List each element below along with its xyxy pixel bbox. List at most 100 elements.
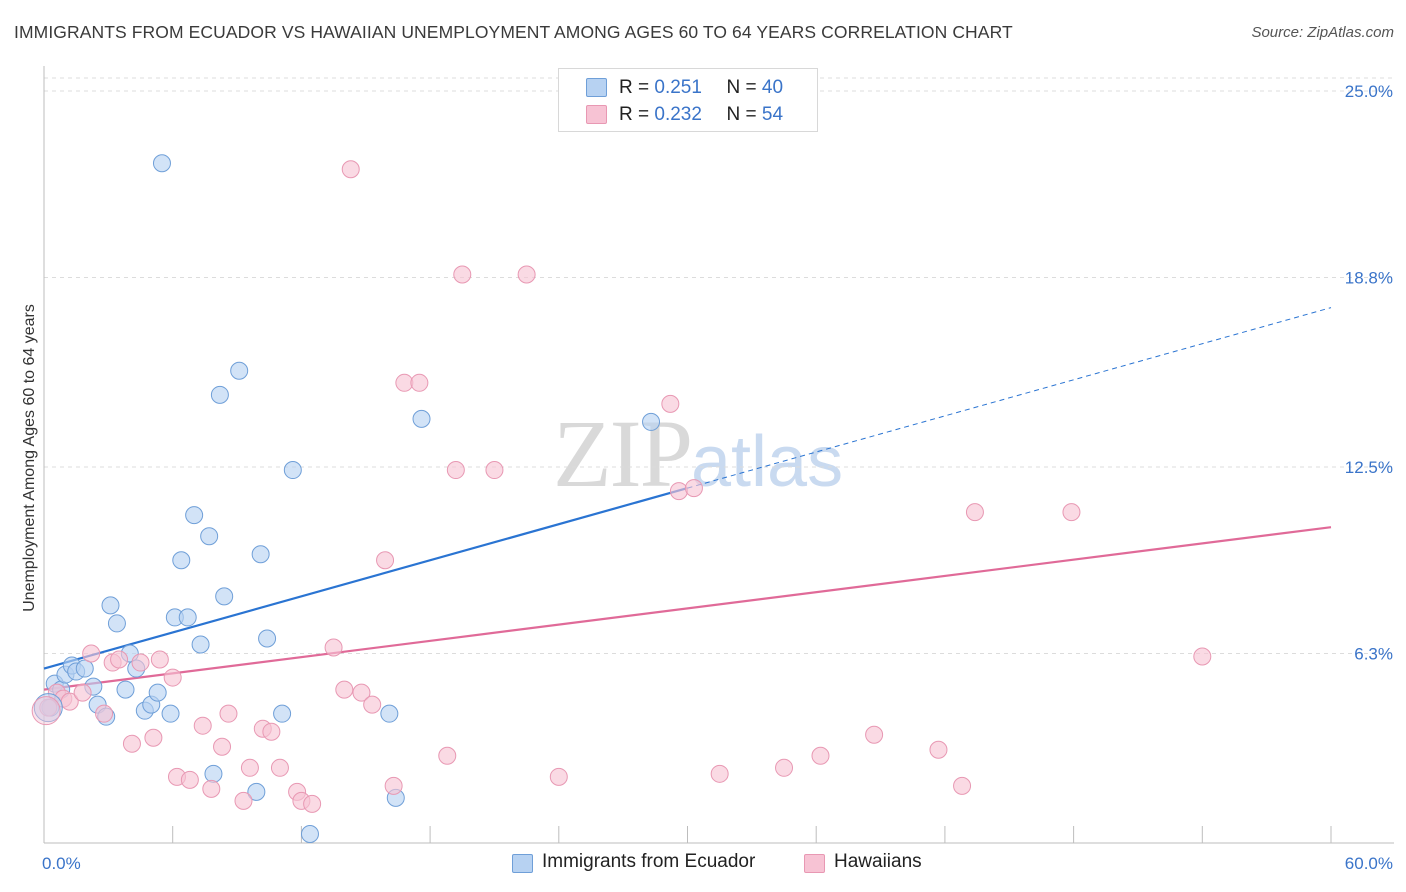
point-hawaiians	[144, 728, 163, 747]
point-ecuador	[258, 629, 277, 648]
point-hawaiians	[1193, 647, 1212, 666]
point-ecuador	[178, 608, 197, 627]
point-ecuador	[283, 461, 302, 480]
legend-n-label: N =	[726, 104, 757, 125]
legend-swatch-blue	[586, 78, 607, 97]
series-swatch-blue	[512, 854, 533, 873]
point-ecuador	[215, 587, 234, 606]
point-hawaiians	[363, 695, 382, 714]
watermark-zip: ZIP	[553, 400, 693, 507]
point-ecuador	[300, 824, 319, 843]
axes	[43, 66, 1394, 844]
legend-n-value-pink: 54	[761, 104, 784, 125]
point-hawaiians	[324, 638, 343, 657]
point-hawaiians	[710, 764, 729, 783]
point-ecuador	[148, 683, 167, 702]
correlation-legend: R = 0.251 N = 40 R = 0.232 N = 54	[558, 68, 818, 132]
point-ecuador	[642, 412, 661, 431]
point-hawaiians	[929, 740, 948, 759]
series-legend-label-blue: Immigrants from Ecuador	[542, 851, 756, 872]
legend-r-value-blue: 0.251	[654, 77, 702, 98]
legend-n-label: N =	[726, 77, 757, 98]
point-ecuador	[107, 614, 126, 633]
point-ecuador	[172, 551, 191, 570]
legend-n-value-blue: 40	[761, 77, 784, 98]
y-tick-label: 18.8%	[1345, 269, 1393, 288]
point-hawaiians	[219, 704, 238, 723]
point-hawaiians	[234, 791, 253, 810]
point-hawaiians	[517, 265, 536, 284]
point-hawaiians	[775, 758, 794, 777]
point-hawaiians	[953, 776, 972, 795]
x-tick-label: 0.0%	[42, 854, 81, 873]
point-hawaiians	[82, 644, 101, 663]
point-hawaiians	[485, 461, 504, 480]
point-hawaiians	[95, 704, 114, 723]
point-ecuador	[185, 506, 204, 525]
point-hawaiians	[240, 758, 259, 777]
point-hawaiians	[352, 683, 371, 702]
watermark: ZIPatlas	[553, 398, 843, 509]
point-hawaiians	[811, 746, 830, 765]
point-hawaiians	[661, 394, 680, 413]
series-legend-label-pink: Hawaiians	[834, 851, 922, 872]
point-hawaiians	[669, 482, 688, 501]
series-legend: Immigrants from Ecuador Hawaiians	[0, 851, 1406, 877]
point-hawaiians	[150, 650, 169, 669]
trend-line-ecuador	[43, 487, 688, 670]
tick-labels: 6.3% 12.5% 18.8% 25.0% 0.0% 60.0%	[42, 82, 1393, 873]
point-ecuador	[101, 596, 120, 615]
point-hawaiians	[341, 160, 360, 179]
point-ecuador	[273, 704, 292, 723]
point-ecuador	[251, 545, 270, 564]
trend-line-ecuador-extension	[687, 307, 1332, 489]
point-hawaiians	[335, 680, 354, 699]
legend-r-label: R =	[619, 77, 650, 98]
point-hawaiians	[180, 770, 199, 789]
trend-line-hawaiians	[43, 526, 1332, 691]
point-hawaiians	[684, 479, 703, 498]
y-tick-label: 12.5%	[1345, 458, 1393, 477]
point-ecuador	[380, 704, 399, 723]
point-ecuador	[75, 659, 94, 678]
point-hawaiians-cluster	[31, 696, 61, 726]
point-hawaiians	[446, 461, 465, 480]
point-hawaiians	[122, 734, 141, 753]
data-points	[31, 97, 1212, 843]
point-hawaiians	[73, 683, 92, 702]
point-hawaiians	[163, 668, 182, 687]
point-hawaiians	[438, 746, 457, 765]
point-ecuador	[247, 782, 266, 801]
legend-swatch-pink	[586, 105, 607, 124]
point-ecuador	[152, 154, 171, 173]
point-hawaiians	[131, 653, 150, 672]
point-ecuador	[412, 409, 431, 428]
y-tick-label: 6.3%	[1354, 645, 1393, 664]
point-hawaiians	[1062, 503, 1081, 522]
series-swatch-pink	[804, 854, 825, 873]
point-hawaiians	[270, 758, 289, 777]
x-tick-label: 60.0%	[1345, 854, 1393, 873]
point-hawaiians	[965, 503, 984, 522]
point-hawaiians	[395, 373, 414, 392]
legend-r-label: R =	[619, 104, 650, 125]
point-ecuador	[116, 680, 135, 699]
point-ecuador	[210, 385, 229, 404]
watermark-atlas: atlas	[691, 422, 844, 502]
point-hawaiians	[453, 265, 472, 284]
trend-lines	[43, 307, 1332, 691]
point-hawaiians	[202, 779, 221, 798]
point-hawaiians	[303, 794, 322, 813]
y-tick-label: 25.0%	[1345, 82, 1393, 101]
point-ecuador	[161, 704, 180, 723]
source-label: Source: ZipAtlas.com	[1251, 24, 1394, 41]
point-ecuador	[230, 361, 249, 380]
legend-r-value-pink: 0.232	[654, 104, 702, 125]
point-ecuador	[200, 527, 219, 546]
point-ecuador	[191, 635, 210, 654]
point-hawaiians	[193, 716, 212, 735]
point-ecuador	[204, 764, 223, 783]
point-hawaiians	[384, 776, 403, 795]
point-hawaiians	[110, 650, 129, 669]
